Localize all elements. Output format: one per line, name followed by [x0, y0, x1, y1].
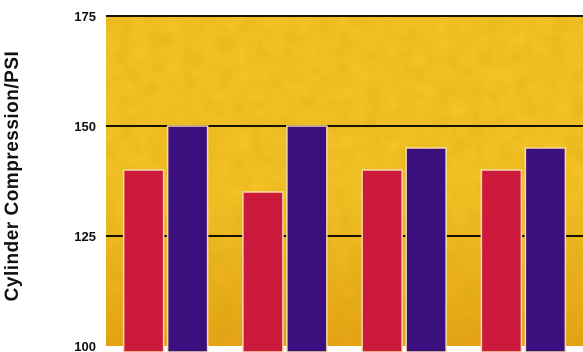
bar — [361, 169, 403, 352]
bar — [122, 169, 165, 352]
y-tick-label: 150 — [74, 119, 96, 134]
bar — [286, 125, 328, 352]
bar — [480, 169, 523, 352]
y-tick-label: 125 — [74, 229, 96, 244]
y-tick-label: 175 — [74, 9, 96, 24]
bar — [524, 147, 567, 352]
bar — [242, 191, 284, 352]
bar — [166, 125, 209, 352]
y-tick-label: 100 — [74, 339, 96, 352]
bar — [405, 147, 447, 352]
